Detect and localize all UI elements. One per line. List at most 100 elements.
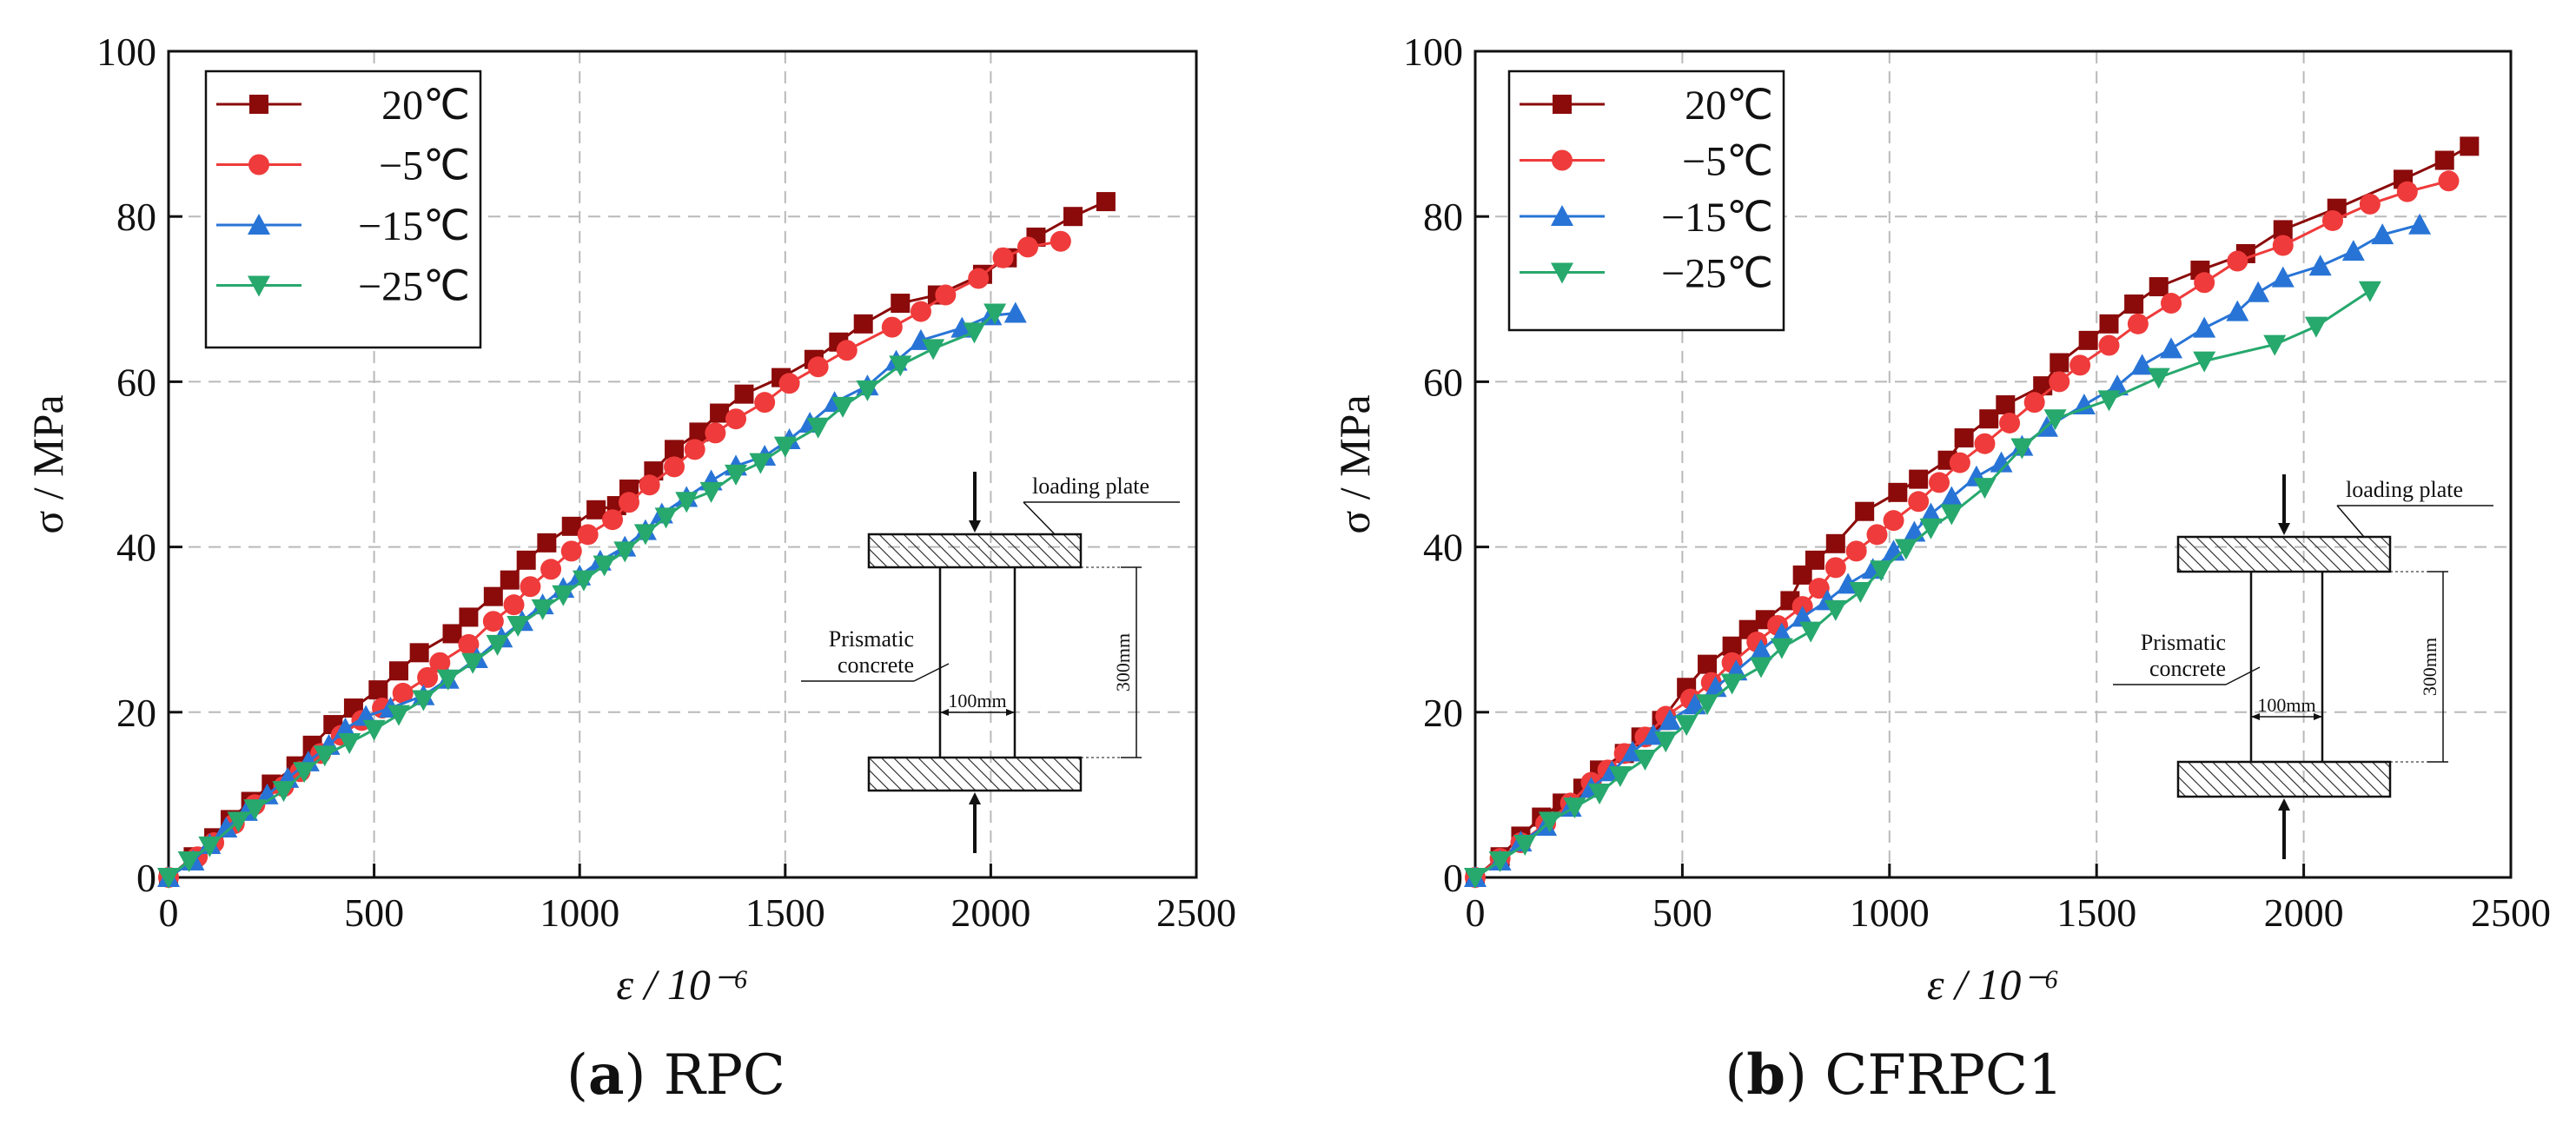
data-point [409, 643, 429, 663]
legend-marker [1551, 262, 1573, 284]
data-point [613, 541, 637, 563]
data-point [2124, 295, 2144, 314]
data-point [1050, 230, 1071, 252]
legend: 20℃ −5℃ −15℃ −25℃ [1507, 69, 1785, 332]
load-arrowhead-bottom [969, 792, 981, 804]
x-tick-label: 0 [159, 890, 179, 935]
data-point [338, 732, 361, 754]
data-point [2160, 337, 2183, 359]
data-point [577, 524, 599, 546]
data-point [1919, 502, 1943, 524]
data-point [689, 422, 709, 442]
data-point [968, 268, 990, 289]
data-point [442, 624, 462, 644]
legend-marker [248, 214, 270, 235]
data-point [2127, 313, 2149, 334]
data-point [1659, 709, 1682, 731]
data-point [1722, 636, 1742, 656]
y-tick-label: 60 [116, 360, 156, 404]
y-tick-label: 0 [1443, 856, 1463, 900]
data-point [2226, 300, 2249, 321]
data-point [2050, 353, 2069, 373]
data-point [540, 559, 562, 580]
legend-marker [248, 154, 269, 175]
width-dimension-arrow [2251, 713, 2260, 720]
data-point [836, 340, 858, 361]
x-tick-label: 1500 [2056, 890, 2136, 935]
data-point [910, 301, 931, 322]
data-point [1749, 639, 1772, 660]
prismatic-leader-line [913, 663, 950, 682]
plate-leader-line [1023, 501, 1056, 535]
data-point [1513, 834, 1537, 856]
data-point [1919, 518, 1943, 539]
caption-letter: a [587, 1042, 625, 1108]
x-tick-label: 500 [344, 890, 404, 935]
data-point [983, 303, 1007, 325]
data-point [1849, 581, 1872, 603]
data-point [881, 316, 903, 338]
data-point [2304, 316, 2328, 338]
caption-rpc: (a) RPC [566, 1042, 785, 1108]
data-point [1870, 560, 1893, 582]
data-point [2043, 409, 2067, 431]
legend-label: −15℃ [358, 203, 470, 249]
data-point [1954, 428, 1974, 448]
x-axis-label: ε / 10⁻⁶ [616, 960, 748, 1009]
data-point [177, 850, 201, 872]
data-point [1974, 433, 1996, 454]
y-tick-label: 40 [1423, 526, 1463, 570]
data-point [633, 524, 657, 546]
data-point [461, 652, 485, 674]
data-point [1940, 504, 1963, 526]
loading-plate-top [2176, 535, 2392, 573]
caption-text: CFRPC1 [1824, 1043, 2063, 1108]
data-point [2273, 220, 2293, 240]
loading-plate-label: loading plate [2346, 477, 2463, 502]
legend-box [204, 69, 482, 349]
data-point [417, 666, 439, 688]
legend-marker [248, 275, 270, 297]
data-point [2358, 281, 2381, 302]
plate-leader-line [2336, 505, 2365, 538]
data-point [412, 690, 435, 711]
data-point [1698, 654, 1718, 674]
data-point [2321, 209, 2343, 231]
data-point [520, 576, 541, 598]
data-point [1608, 766, 1632, 788]
data-point [710, 403, 730, 423]
width-dimension-arrow [1006, 709, 1015, 716]
load-arrowhead-bottom [2278, 798, 2290, 811]
caption-letter: b [1746, 1042, 1786, 1108]
data-point [362, 719, 386, 741]
height-dimension-label: 300mm [1112, 633, 1134, 692]
data-point [1633, 750, 1657, 771]
data-point [1999, 412, 2021, 434]
y-axis-label: σ / MPa [1330, 394, 1379, 533]
data-point [215, 816, 238, 837]
data-point [531, 599, 554, 620]
data-point [2130, 354, 2154, 375]
data-point [1825, 533, 1845, 553]
x-tick-label: 2500 [2471, 890, 2551, 935]
data-point [705, 422, 726, 444]
data-point [2106, 374, 2129, 396]
data-point [482, 611, 504, 632]
data-point [699, 481, 723, 503]
loading-plate-label: loading plate [1032, 473, 1149, 499]
data-point [1720, 673, 1744, 695]
data-point [1894, 539, 1917, 560]
data-point [2161, 293, 2182, 314]
data-point [2010, 438, 2034, 460]
legend-label: −25℃ [1661, 251, 1773, 297]
x-tick-label: 1000 [1850, 890, 1930, 935]
data-point [2359, 193, 2381, 215]
data-point [458, 633, 480, 655]
width-dimension-arrow [2314, 713, 2322, 720]
data-point [2072, 394, 2096, 415]
data-point [922, 339, 945, 361]
chart-panel-rpc: 0 500 1000 1500 2000 2500 0 20 40 60 80 100 ε / 10⁻⁶… [23, 30, 1236, 1009]
data-point [654, 507, 678, 529]
data-point [243, 799, 267, 821]
data-point [2308, 255, 2332, 276]
